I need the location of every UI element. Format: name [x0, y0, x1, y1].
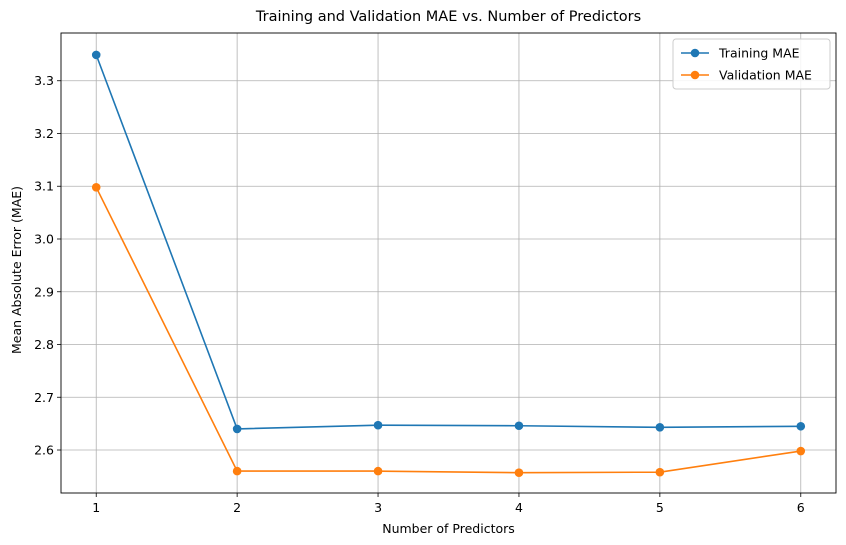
x-axis-label: Number of Predictors: [382, 521, 515, 536]
data-point: [91, 183, 101, 192]
y-tick-label: 3.3: [34, 73, 54, 88]
data-point: [373, 466, 383, 476]
legend-swatch-marker: [690, 48, 700, 58]
x-tick-label: 5: [656, 500, 664, 515]
data-point: [514, 468, 524, 477]
x-tick-label: 6: [797, 500, 805, 515]
legend-label: Training MAE: [718, 46, 800, 61]
data-point: [373, 420, 383, 430]
data-point: [232, 424, 242, 434]
data-point: [655, 467, 665, 477]
series-validation-mae: [91, 183, 806, 477]
series-line: [95, 54, 801, 430]
x-tick-label: 2: [233, 500, 241, 515]
data-point: [796, 421, 806, 431]
chart-title: Training and Validation MAE vs. Number o…: [255, 9, 641, 25]
y-tick-label: 2.8: [34, 337, 54, 352]
series-layer: [91, 50, 806, 477]
y-tick-label: 2.6: [34, 443, 54, 458]
series-training-mae: [91, 50, 806, 434]
legend-entry: Validation MAE: [681, 68, 812, 83]
data-point: [796, 446, 806, 456]
y-tick-label: 2.9: [34, 284, 54, 299]
legend: Training MAE Validation MAE: [672, 38, 831, 90]
data-point: [514, 421, 524, 431]
plot-area-frame: [60, 32, 837, 494]
legend-label: Validation MAE: [719, 68, 812, 83]
legend-swatch-marker: [690, 70, 700, 80]
y-axis-label: Mean Absolute Error (MAE): [9, 186, 24, 354]
y-tick-label: 3.2: [34, 126, 54, 141]
data-point: [91, 50, 101, 60]
grid-lines: [61, 33, 836, 493]
legend-box: [672, 38, 831, 90]
series-line: [95, 186, 801, 474]
y-tick-label: 3.1: [34, 179, 54, 194]
x-tick-label: 3: [374, 500, 382, 515]
legend-entry: Training MAE: [681, 46, 800, 61]
x-tick-label: 1: [92, 500, 100, 515]
y-tick-label: 2.7: [34, 390, 54, 405]
y-axis-ticks: 2.6 2.7 2.8 2.9 3.0 3.1 3.2 3.3: [34, 73, 61, 458]
data-point: [232, 466, 242, 476]
data-point: [655, 423, 665, 432]
x-tick-label: 4: [515, 500, 523, 515]
x-axis-ticks: 1 2 3 4 5 6: [92, 493, 805, 515]
y-tick-label: 3.0: [34, 231, 54, 246]
